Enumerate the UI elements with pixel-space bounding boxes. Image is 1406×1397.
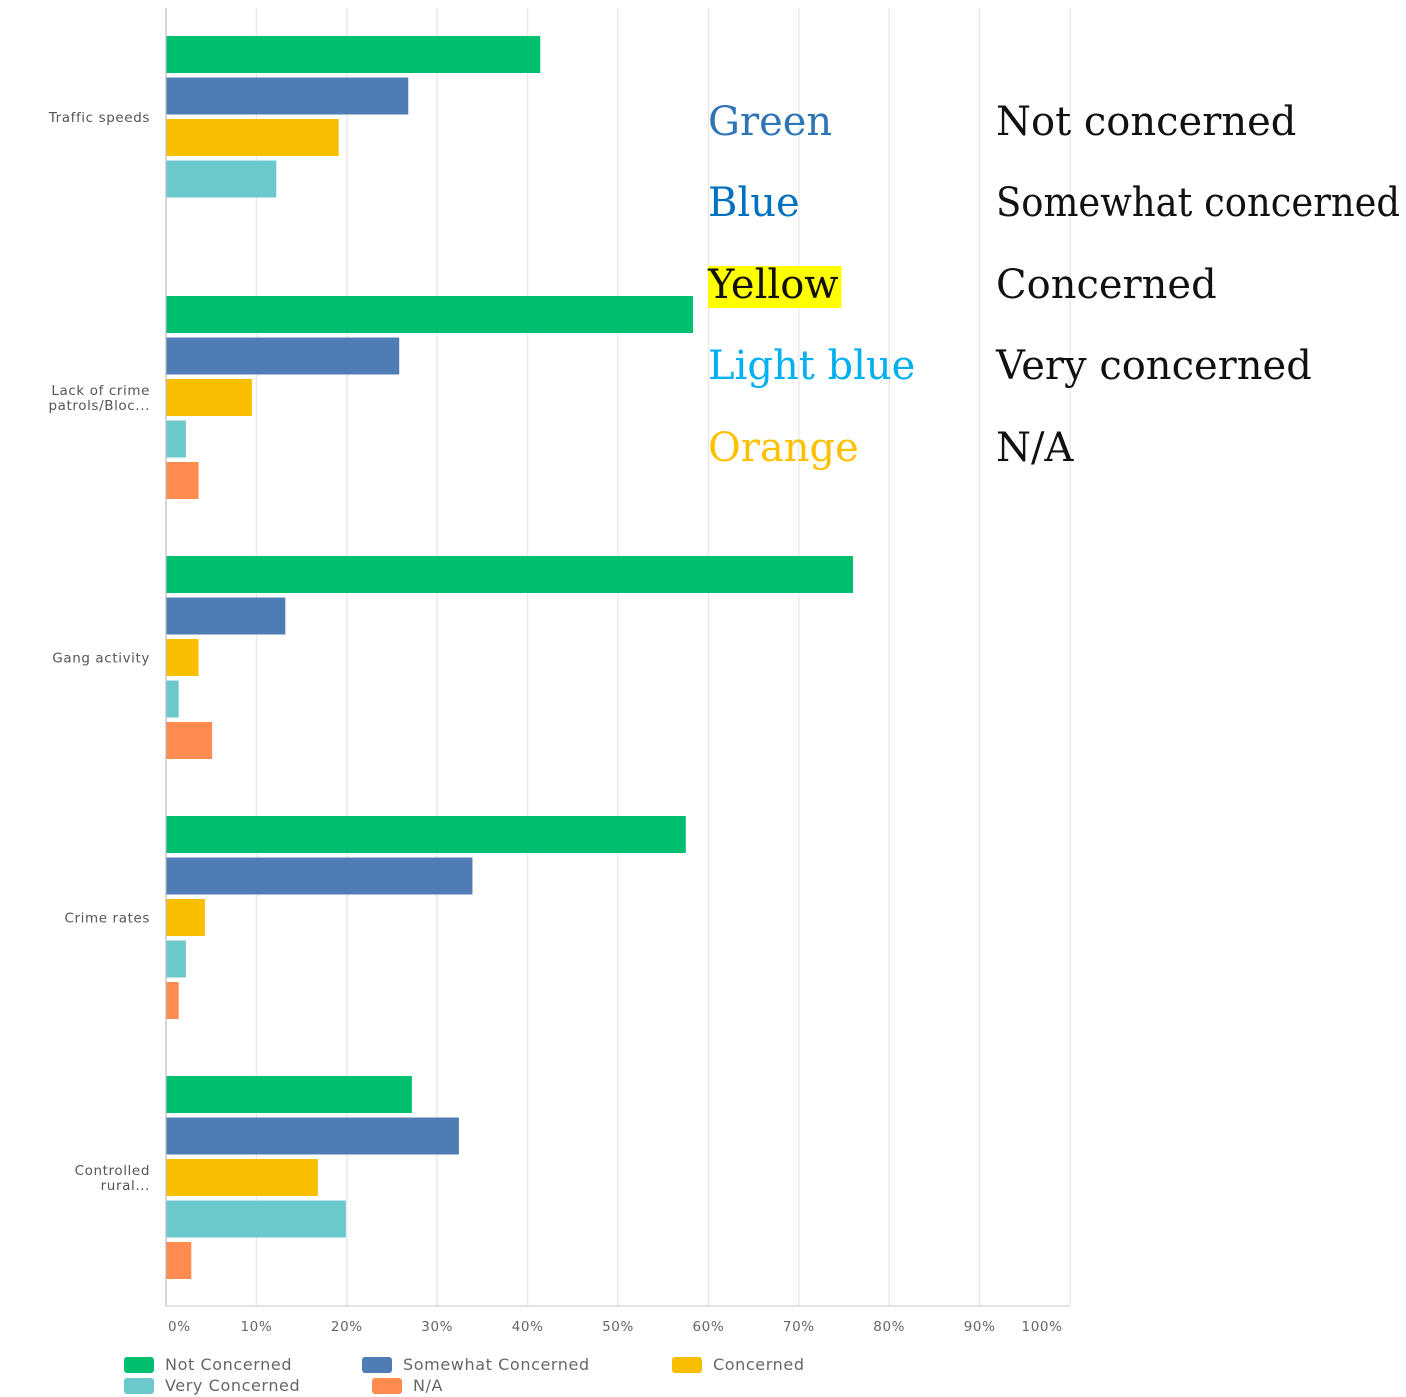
bar-somewhat-concerned xyxy=(166,1117,459,1155)
bar-n-a xyxy=(166,462,199,499)
x-tick-label: 0% xyxy=(168,1319,191,1335)
x-tick-label: 60% xyxy=(692,1319,724,1335)
bar-very-concerned xyxy=(166,420,186,458)
bar-not-concerned xyxy=(166,816,686,853)
key-meaning: Very concerned xyxy=(995,343,1312,389)
bar-very-concerned xyxy=(166,1200,346,1238)
legend-label: Not Concerned xyxy=(165,1355,292,1374)
bar-somewhat-concerned xyxy=(166,857,473,895)
bar-not-concerned xyxy=(166,556,854,593)
gridlines xyxy=(165,8,1071,1306)
bar-concerned xyxy=(166,379,252,416)
axes xyxy=(165,8,1070,1307)
legend-swatch xyxy=(362,1357,392,1373)
key-meaning: Somewhat concerned xyxy=(996,180,1400,226)
x-tick-label: 10% xyxy=(240,1319,272,1335)
legend-label: Very Concerned xyxy=(165,1376,300,1395)
category-label: patrols/Bloc... xyxy=(48,398,150,414)
bar-somewhat-concerned xyxy=(166,77,409,115)
legend-label: N/A xyxy=(413,1376,443,1395)
bar-not-concerned xyxy=(166,1076,412,1113)
category-label: Controlled xyxy=(75,1163,150,1179)
key-meaning: N/A xyxy=(996,425,1074,471)
legend-swatch xyxy=(672,1357,702,1373)
key-meaning: Concerned xyxy=(996,262,1217,308)
bar-not-concerned xyxy=(166,36,541,73)
category-label: Traffic speeds xyxy=(48,110,150,126)
bar-somewhat-concerned xyxy=(166,597,286,635)
bar-very-concerned xyxy=(166,160,277,198)
legend-swatch xyxy=(124,1378,154,1394)
bar-concerned xyxy=(166,119,339,156)
category-label: Crime rates xyxy=(64,911,150,927)
legend: Not Concerned Somewhat Concerned Concerned… xyxy=(124,1355,805,1395)
x-tick-label: 90% xyxy=(964,1319,996,1335)
x-tick-label: 50% xyxy=(602,1319,634,1335)
x-tick-label: 30% xyxy=(421,1319,453,1335)
legend-swatch xyxy=(372,1378,402,1394)
x-tick-label: 40% xyxy=(512,1319,544,1335)
key-color-word: Green xyxy=(708,99,832,145)
legend-swatch xyxy=(124,1357,154,1373)
x-tick-labels: 0% 10% 20% 30% 40% 50% 60% 70% 80% 90% 100% xyxy=(168,1319,1063,1335)
category-label: Lack of crime xyxy=(51,383,150,399)
bar-n-a xyxy=(166,982,179,1019)
bars xyxy=(166,36,854,1279)
bar-very-concerned xyxy=(166,940,186,978)
legend-label: Concerned xyxy=(713,1355,805,1374)
key-meaning: Not concerned xyxy=(996,99,1296,145)
bar-not-concerned xyxy=(166,296,694,333)
x-tick-label: 70% xyxy=(783,1319,815,1335)
color-key-overlay: Green Not concerned Blue Somewhat concerned… xyxy=(707,99,1400,471)
category-labels: Traffic speeds Lack of crimepatrols/Bloc.… xyxy=(48,110,150,1194)
legend-label: Somewhat Concerned xyxy=(403,1355,590,1374)
category-label: rural... xyxy=(101,1178,150,1194)
bar-n-a xyxy=(166,722,213,759)
highlight-box xyxy=(708,266,842,308)
x-tick-label: 20% xyxy=(331,1319,363,1335)
category-label: Gang activity xyxy=(52,651,150,667)
bar-concerned xyxy=(166,1159,318,1196)
x-tick-label: 100% xyxy=(1022,1319,1063,1335)
key-color-word: Light blue xyxy=(708,343,915,389)
bar-concerned xyxy=(166,639,199,676)
x-tick-label: 80% xyxy=(873,1319,905,1335)
key-color-word: Yellow xyxy=(707,262,839,308)
bar-n-a xyxy=(166,1242,192,1279)
bar-concerned xyxy=(166,899,205,936)
bar-somewhat-concerned xyxy=(166,337,400,375)
key-color-word: Blue xyxy=(708,180,800,226)
bar-very-concerned xyxy=(166,680,179,718)
key-color-word: Orange xyxy=(708,425,859,471)
